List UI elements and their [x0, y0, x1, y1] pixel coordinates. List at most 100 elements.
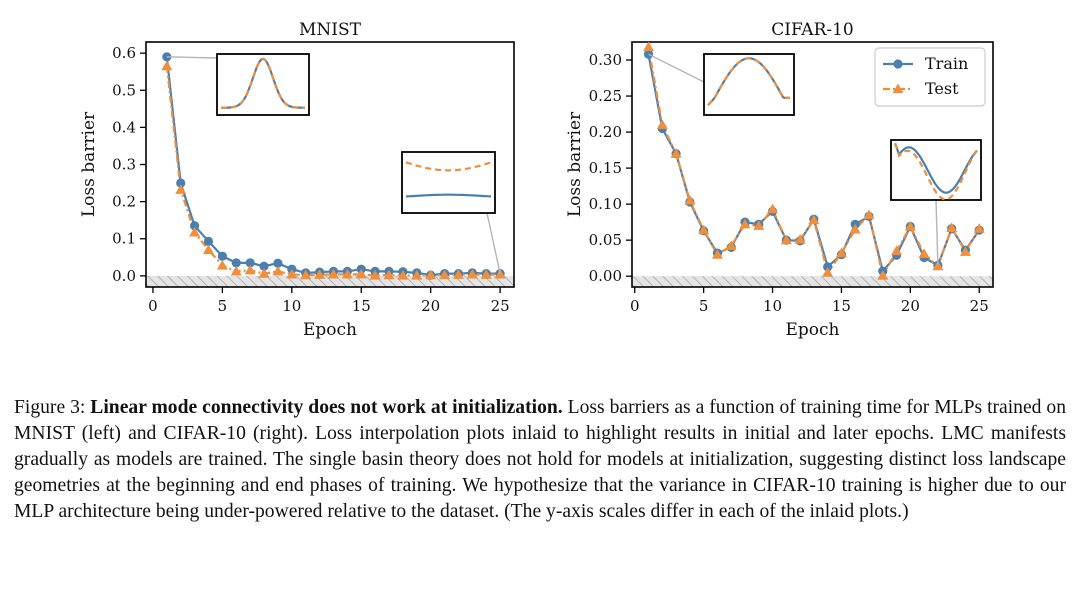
point-test [946, 222, 958, 233]
plot-frame [631, 41, 994, 288]
point-test [272, 265, 284, 276]
point-test [863, 209, 875, 220]
point-test [397, 269, 409, 280]
point-test [202, 244, 214, 255]
point-test [753, 220, 765, 230]
point-test [904, 220, 916, 231]
inset-plot [216, 53, 310, 116]
point-test [300, 269, 312, 280]
inset-connector [935, 199, 939, 266]
point-test [643, 41, 655, 52]
point-test [918, 248, 930, 258]
point-train [190, 221, 200, 231]
negative-region [632, 276, 993, 287]
caption-label: Figure 3: [14, 397, 86, 418]
cifar10-chart: CIFAR-10 Epoch Loss barrier 0 5 10 15 20 25 0.00 0… [565, 20, 994, 340]
y-tick-label: 0.15 [589, 159, 622, 177]
x-tick-label: 5 [699, 297, 709, 315]
y-tick-label: 0.6 [112, 44, 136, 62]
point-test [849, 223, 861, 234]
chart-title: MNIST [299, 20, 362, 40]
y-tick-label: 0.1 [112, 230, 136, 248]
point-test [383, 269, 395, 280]
point-test [656, 119, 668, 129]
inset-connector [486, 212, 501, 274]
y-tick-label: 0.4 [112, 118, 136, 136]
point-test [684, 195, 696, 205]
x-axis-label: Epoch [786, 320, 840, 340]
point-test [725, 240, 737, 251]
point-test [411, 269, 423, 280]
negative-region [146, 275, 514, 287]
x-tick-label: 25 [970, 297, 989, 315]
legend-marker-train [893, 59, 903, 69]
y-tick-label: 0.5 [112, 81, 136, 99]
y-axis-label: Loss barrier [565, 111, 585, 217]
legend-label: Train [925, 54, 968, 73]
inset-test-curve [893, 142, 978, 201]
x-tick-label: 0 [630, 297, 640, 315]
point-test [959, 246, 971, 256]
inset-connector [166, 56, 218, 59]
point-test [327, 268, 339, 279]
point-test [369, 269, 381, 280]
x-tick-label: 25 [491, 297, 510, 315]
point-train [245, 258, 255, 268]
y-tick-label: 0.3 [112, 156, 136, 174]
y-axis-label: Loss barrier [79, 111, 99, 217]
point-train [203, 236, 214, 246]
point-test [244, 264, 256, 275]
point-test [494, 268, 506, 279]
point-test [780, 234, 792, 245]
x-tick-label: 15 [832, 297, 851, 315]
point-test [480, 269, 492, 279]
x-tick-label: 15 [352, 297, 371, 315]
x-tick-label: 0 [148, 297, 158, 315]
point-test [932, 260, 944, 271]
point-train [273, 258, 283, 268]
y-tick-label: 0.25 [589, 87, 622, 105]
point-test [161, 60, 173, 71]
point-test [698, 224, 710, 235]
x-tick-label: 20 [901, 297, 920, 315]
inset-train-curve [405, 193, 492, 198]
y-tick-label: 0.0 [112, 267, 136, 285]
y-tick-label: 0.20 [589, 123, 622, 141]
inset-test-curve [405, 161, 492, 172]
point-train [162, 52, 172, 62]
point-train [823, 262, 833, 272]
chart-title: CIFAR-10 [771, 20, 854, 40]
point-test [711, 249, 723, 259]
x-axis-label: Epoch [303, 320, 357, 340]
point-train [217, 251, 227, 261]
point-test [452, 269, 464, 279]
point-test [230, 265, 242, 276]
y-tick-label: 0.30 [589, 51, 622, 69]
inset-test-curve [221, 57, 305, 109]
mnist-chart: MNIST Epoch Loss barrier 0 5 10 15 20 25 0.0 0.1 0.… [79, 20, 515, 340]
point-test [739, 218, 751, 229]
point-test [355, 268, 367, 279]
y-tick-label: 0.05 [589, 231, 622, 249]
inset-train-curve [893, 142, 978, 194]
point-test [216, 259, 228, 270]
y-tick-label: 0.10 [589, 195, 622, 213]
point-test [439, 269, 451, 280]
point-test [891, 245, 903, 256]
inset-plot [401, 151, 496, 214]
x-tick-label: 20 [421, 297, 440, 315]
caption-bold: Linear mode connectivity does not work a… [90, 397, 563, 418]
point-test [175, 184, 187, 194]
point-test [767, 203, 779, 214]
figure-caption: Figure 3: Linear mode connectivity does … [14, 395, 1066, 525]
inset-plot [703, 53, 795, 116]
inset-test-curve [707, 57, 790, 106]
point-test [835, 247, 847, 258]
point-train [259, 261, 269, 271]
point-test [670, 148, 682, 158]
caption-text: Loss barriers as a function of training … [14, 397, 1067, 522]
y-tick-label: 0.00 [589, 267, 622, 285]
point-train [231, 258, 241, 268]
point-test [314, 269, 326, 279]
point-test [189, 226, 201, 237]
